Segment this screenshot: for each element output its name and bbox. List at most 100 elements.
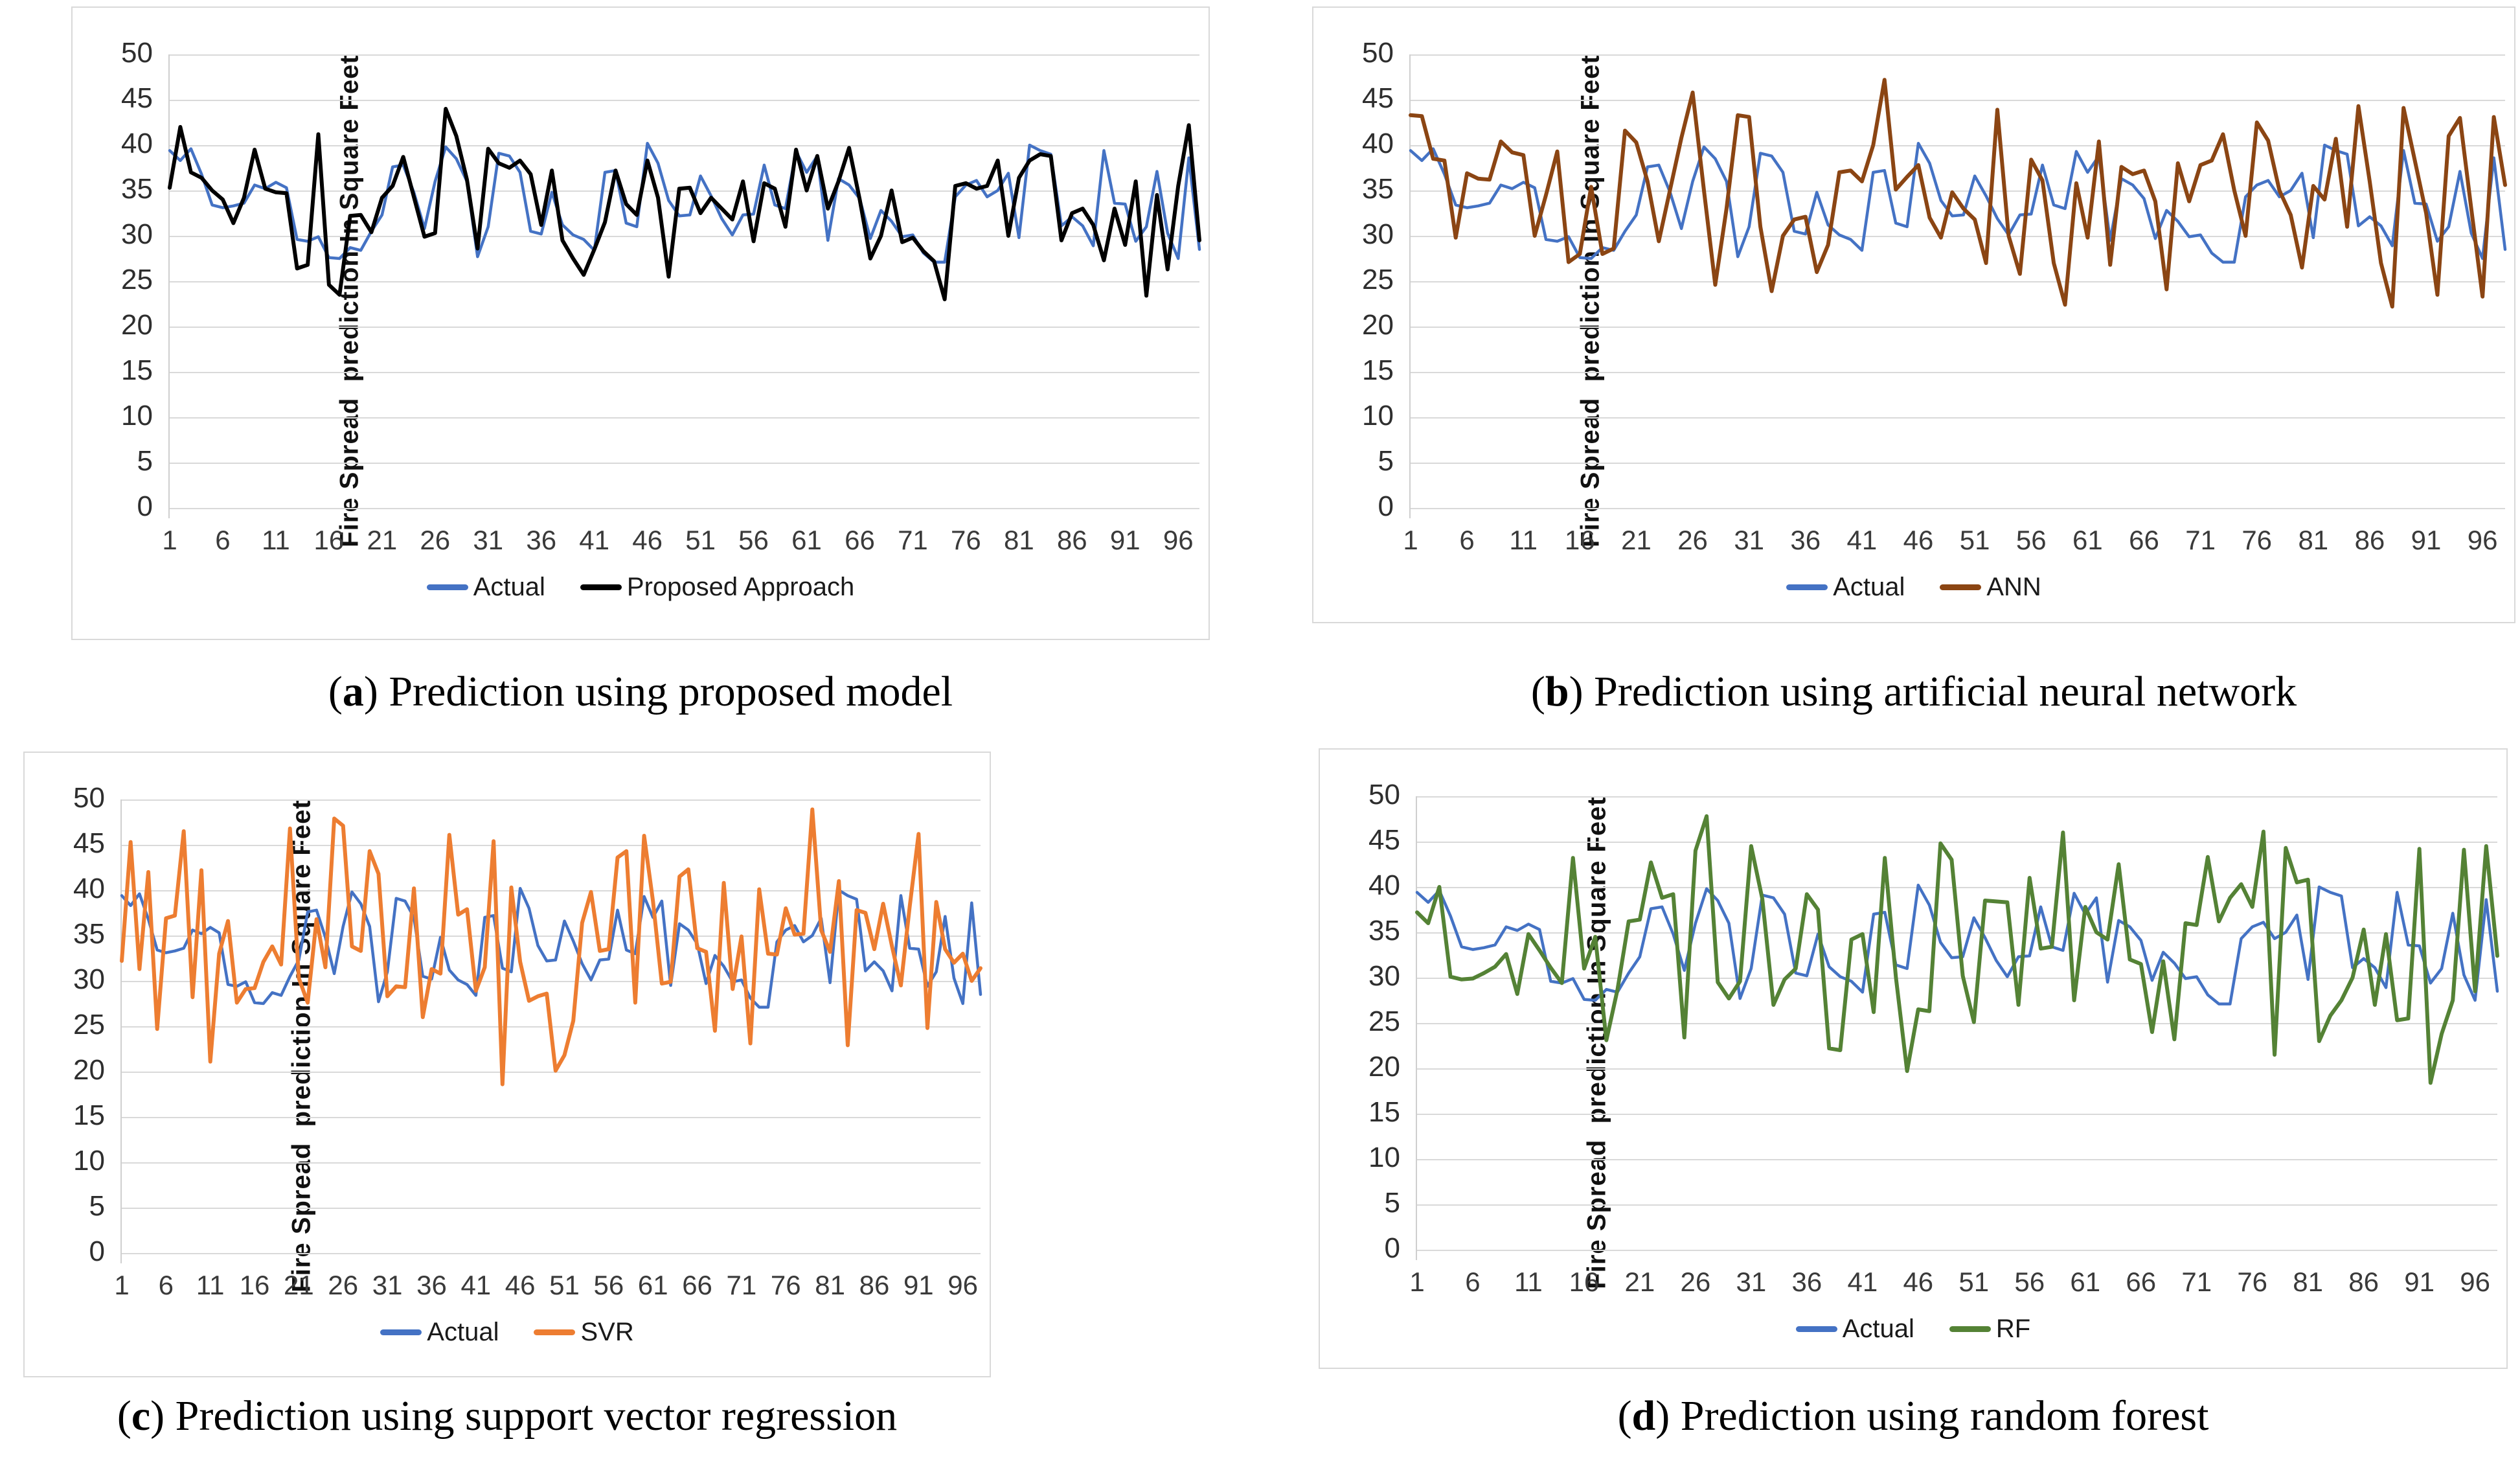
gridline-y-35 xyxy=(122,936,981,937)
gridline-y-5 xyxy=(122,1208,981,1209)
gridline-y-45 xyxy=(1417,842,2497,843)
chart-panel-svr: Fire Spread prediction In Square Feet 0 5… xyxy=(23,752,991,1377)
y-tick-label-40: 40 xyxy=(1368,869,1400,901)
x-tick-label-71: 71 xyxy=(898,525,928,555)
legend-swatch-actual xyxy=(1786,584,1828,590)
gridline-y-45 xyxy=(170,100,1199,101)
x-tick-label-76: 76 xyxy=(2237,1267,2268,1297)
series-line-actual xyxy=(1417,885,2497,1004)
gridline-y-30 xyxy=(1411,236,2505,237)
x-tick-label-76: 76 xyxy=(2242,525,2273,555)
x-tick-label-26: 26 xyxy=(1680,1267,1711,1297)
x-tick-label-81: 81 xyxy=(1003,525,1034,555)
y-tick-label-40: 40 xyxy=(1362,128,1394,159)
y-tick-label-25: 25 xyxy=(1368,1005,1400,1037)
gridline-y-10 xyxy=(1417,1159,2497,1160)
y-tick-label-30: 30 xyxy=(73,963,105,995)
y-tick-label-0: 0 xyxy=(1384,1232,1400,1264)
x-tick-label-91: 91 xyxy=(1109,525,1141,555)
y-axis-title-wrap: Fire Spread prediction In Square Feet xyxy=(1317,8,1605,565)
legend-label-actual: Actual xyxy=(1833,573,1905,601)
gridline-y-40 xyxy=(1417,887,2497,888)
legend-swatch-model xyxy=(580,584,622,590)
legend-label-actual: Actual xyxy=(473,573,545,601)
y-tick-label-30: 30 xyxy=(1368,960,1400,992)
y-tick-label-15: 15 xyxy=(1368,1096,1400,1128)
legend-swatch-actual xyxy=(380,1329,422,1335)
legend: Actual Proposed Approach xyxy=(73,573,1209,602)
y-tick-label-25: 25 xyxy=(73,1009,105,1040)
y-axis-line xyxy=(1409,54,1411,518)
legend-swatch-actual xyxy=(1795,1326,1837,1332)
x-tick-label-11: 11 xyxy=(196,1270,225,1300)
x-tick-label-6: 6 xyxy=(1459,525,1475,555)
x-tick-label-61: 61 xyxy=(637,1270,668,1300)
gridline-y-30 xyxy=(1417,978,2497,979)
plot-area: 0 5 10 15 20 25 30 35 40 45 50 1 6 11 16 21 26 31 36 41 46 51… xyxy=(73,782,981,1300)
x-tick-label-11: 11 xyxy=(1514,1267,1543,1297)
x-tick-label-96: 96 xyxy=(1163,525,1194,555)
y-tick-label-35: 35 xyxy=(1362,173,1394,205)
chart-panel-rf: Fire Spread prediction In Square Feet 0 5… xyxy=(1319,748,2508,1369)
chart-lines xyxy=(122,799,981,1253)
y-tick-label-50: 50 xyxy=(1368,779,1400,810)
x-tick-label-16: 16 xyxy=(1564,525,1595,555)
x-tick-label-46: 46 xyxy=(1903,1267,1934,1297)
y-axis-title-wrap: Fire Spread prediction In Square Feet xyxy=(1324,750,1611,1307)
series-line-proposed-approach xyxy=(170,109,1199,299)
chart-panel-proposed: Fire Spread prediction In Square Feet 0 5… xyxy=(71,6,1210,640)
gridline-y-15 xyxy=(170,372,1199,373)
gridline-y-10 xyxy=(1411,417,2505,419)
y-tick-label-25: 25 xyxy=(121,264,153,295)
legend-label-model: ANN xyxy=(1986,573,2041,601)
x-tick-label-16: 16 xyxy=(1569,1267,1600,1297)
gridline-y-25 xyxy=(1411,281,2505,282)
x-tick-label-11: 11 xyxy=(1509,525,1538,555)
gridline-y-0 xyxy=(1417,1250,2497,1251)
y-tick-label-20: 20 xyxy=(1362,309,1394,341)
chart-lines xyxy=(1417,796,2497,1250)
gridline-y-5 xyxy=(1411,463,2505,464)
gridline-y-0 xyxy=(122,1253,981,1254)
x-tick-label-41: 41 xyxy=(460,1270,492,1300)
x-tick-label-21: 21 xyxy=(367,525,398,555)
x-tick-label-21: 21 xyxy=(1621,525,1652,555)
x-tick-label-41: 41 xyxy=(579,525,610,555)
gridline-y-15 xyxy=(1417,1114,2497,1115)
x-tick-label-81: 81 xyxy=(2293,1267,2324,1297)
x-tick-label-1: 1 xyxy=(162,525,177,555)
x-tick-label-96: 96 xyxy=(2467,525,2498,555)
x-tick-label-71: 71 xyxy=(2185,525,2216,555)
x-tick-label-66: 66 xyxy=(682,1270,712,1300)
y-tick-label-50: 50 xyxy=(73,782,105,814)
x-tick-label-6: 6 xyxy=(1465,1267,1481,1297)
x-tick-label-66: 66 xyxy=(2126,1267,2157,1297)
y-tick-label-0: 0 xyxy=(89,1235,105,1267)
y-axis-title-wrap: Fire Spread prediction In Square Feet xyxy=(76,8,364,565)
gridline-y-50 xyxy=(170,54,1199,56)
x-tick-label-21: 21 xyxy=(284,1270,314,1300)
x-tick-label-31: 31 xyxy=(1734,525,1765,555)
gridline-y-30 xyxy=(122,981,981,982)
gridline-y-5 xyxy=(170,463,1199,464)
x-tick-label-1: 1 xyxy=(1409,1267,1425,1297)
y-tick-label-0: 0 xyxy=(1378,490,1394,522)
gridline-y-30 xyxy=(170,236,1199,237)
x-tick-label-16: 16 xyxy=(313,525,345,555)
x-tick-label-76: 76 xyxy=(770,1270,801,1300)
caption-d: (d) Prediction using random forest xyxy=(1617,1392,2209,1440)
legend: Actual SVR xyxy=(25,1318,990,1347)
legend-swatch-model xyxy=(1949,1326,1991,1332)
x-tick-label-71: 71 xyxy=(2181,1267,2212,1297)
gridline-y-50 xyxy=(1411,54,2505,56)
x-tick-label-51: 51 xyxy=(549,1270,580,1300)
legend-label-model: RF xyxy=(1995,1315,2031,1343)
y-tick-label-25: 25 xyxy=(1362,264,1394,295)
gridline-y-45 xyxy=(122,845,981,846)
x-tick-label-96: 96 xyxy=(948,1270,979,1300)
x-tick-label-81: 81 xyxy=(2298,525,2329,555)
x-tick-label-1: 1 xyxy=(1403,525,1418,555)
gridline-y-25 xyxy=(170,281,1199,282)
legend-item-actual: Actual xyxy=(1786,573,1905,602)
gridline-y-40 xyxy=(1411,145,2505,146)
